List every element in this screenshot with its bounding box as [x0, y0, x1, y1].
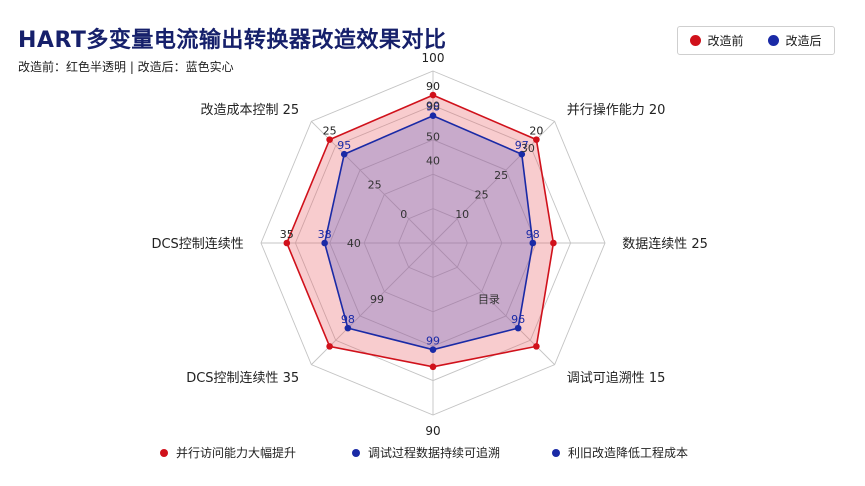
data-label: 35	[280, 228, 294, 241]
ring-tick-label: 目录	[478, 293, 500, 306]
legend-dot-before	[690, 35, 702, 46]
data-point	[429, 363, 437, 371]
data-point	[326, 136, 333, 143]
footer-note-dot	[552, 448, 560, 457]
data-point	[550, 239, 557, 247]
ring-tick-label: 25	[368, 179, 382, 192]
outer-tick-label: 90	[425, 424, 440, 438]
series-area-after	[323, 114, 534, 351]
ring-tick-label: 40	[426, 154, 440, 167]
data-point	[529, 239, 537, 247]
legend-dot-after	[768, 35, 780, 46]
ring-tick-label: 25	[475, 188, 489, 201]
data-point	[518, 150, 526, 158]
data-point	[429, 91, 437, 99]
data-point	[514, 324, 522, 332]
ring-tick-label: 50	[426, 130, 440, 143]
data-point	[533, 136, 540, 143]
data-point	[533, 343, 540, 350]
data-label: 97	[515, 139, 529, 152]
data-point	[321, 239, 328, 247]
data-label: 98	[526, 228, 540, 241]
footer-note-dot	[352, 448, 360, 457]
footer-note-text: 利旧改造降低工程成本	[568, 446, 689, 460]
data-label: 95	[337, 139, 351, 152]
chart-subtitle: 改造前：红色半透明 | 改造后：蓝色实心	[18, 60, 234, 74]
ring-tick-label: 99	[370, 293, 384, 306]
footer-note-dot	[160, 448, 168, 457]
chart-title: HART多变量电流输出转换器改造效果对比	[18, 28, 447, 53]
legend: 改造前 改造后	[677, 26, 835, 55]
data-point	[429, 112, 437, 120]
ring-tick-label: 90	[426, 99, 440, 112]
axis-label: 改造成本控制 25	[201, 103, 300, 118]
footer-note-text: 并行访问能力大幅提升	[176, 446, 297, 460]
axis-label: DCS控制连续性	[151, 236, 243, 252]
axis-label: 并行操作能力 20	[567, 102, 666, 118]
data-label: 96	[511, 313, 525, 326]
legend-item-before: 改造前	[690, 32, 744, 49]
data-label: 98	[341, 313, 355, 326]
data-label: 38	[318, 228, 332, 241]
axis-label: DCS控制连续性 35	[186, 370, 299, 386]
radar-labels: 90 20 35 25 98 97 98 96 99 98 38 95 90 50 40 30 25 10 25 0 2…	[151, 51, 707, 438]
data-point	[283, 239, 291, 247]
ring-tick-label: 40	[347, 237, 361, 250]
ring-tick-label: 10	[455, 208, 469, 221]
footer-note-text: 调试过程数据持续可追溯	[368, 446, 501, 460]
data-point	[340, 150, 348, 158]
axis-label: 调试可追溯性 15	[567, 370, 666, 386]
data-label: 98	[426, 101, 440, 114]
footer-note-1: 并行访问能力大幅提升	[160, 444, 296, 461]
footer-note-3: 利旧改造降低工程成本	[552, 444, 688, 461]
radar-series	[283, 91, 557, 371]
legend-label-after: 改造后	[785, 34, 822, 48]
data-label: 20	[529, 125, 543, 138]
data-point	[344, 324, 352, 332]
legend-item-after: 改造后	[768, 32, 822, 49]
ring-tick-label: 0	[400, 208, 407, 221]
data-point	[429, 346, 437, 353]
axis-label: 数据连续性 25	[622, 236, 708, 252]
legend-label-before: 改造前	[707, 34, 744, 48]
data-label: 90	[426, 80, 440, 93]
ring-tick-label: 25	[494, 169, 508, 182]
ring-tick-label: 30	[521, 142, 535, 155]
footer-notes: 并行访问能力大幅提升 调试过程数据持续可追溯 利旧改造降低工程成本	[0, 444, 865, 460]
outer-tick-label: 100	[422, 51, 445, 65]
data-point	[326, 343, 333, 350]
data-label: 99	[426, 335, 440, 348]
footer-note-2: 调试过程数据持续可追溯	[352, 444, 500, 461]
data-label: 25	[323, 125, 337, 138]
